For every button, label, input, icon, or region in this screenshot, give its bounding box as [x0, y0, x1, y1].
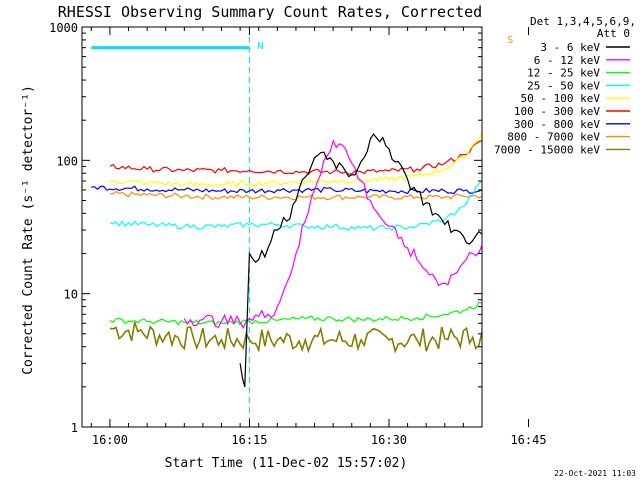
series-line-300_800keV-seg0 [91, 185, 482, 195]
legend-label-8: 7000 - 15000 keV [494, 143, 600, 156]
x-tick-label-1: 16:15 [231, 433, 267, 447]
x-tick-label-2: 16:30 [371, 433, 407, 447]
plot-area: NS [91, 27, 513, 427]
marker-label-s: S [507, 35, 513, 46]
legend-label-0: 3 - 6 keV [540, 41, 600, 54]
chart-title: RHESSI Observing Summary Count Rates, Co… [58, 3, 482, 21]
series-line-800_7000keV-seg0 [109, 190, 482, 201]
plot-clipped-group [91, 27, 482, 427]
series-line-6_12keV-seg0 [183, 139, 482, 330]
legend-label-2: 12 - 25 keV [527, 67, 600, 80]
series-line-100_300keV-seg0 [109, 139, 482, 175]
legend-label-4: 50 - 100 keV [521, 92, 601, 105]
x-tick-label-3: 16:45 [510, 433, 546, 447]
legend-header-line-2: Att 0 [597, 27, 630, 40]
y-tick-label-3: 1000 [49, 21, 78, 35]
y-tick-label-0: 1 [71, 421, 78, 435]
legend-header-line-1: Det 1,3,4,5,6,9, [530, 15, 636, 28]
x-axis-label: Start Time (11-Dec-02 15:57:02) [165, 456, 408, 471]
series-line-12_25keV-seg0 [109, 301, 482, 327]
legend-label-6: 300 - 800 keV [514, 118, 600, 131]
series-line-7000_15000keV-seg0 [109, 321, 482, 354]
legend-label-3: 25 - 50 keV [527, 79, 600, 92]
y-tick-label-1: 10 [64, 288, 78, 302]
plot-frame [81, 26, 483, 428]
series-line-25_50keV-seg0 [109, 178, 482, 232]
series-line-3_6keV-seg0 [239, 133, 482, 388]
legend-label-5: 100 - 300 keV [514, 105, 600, 118]
x-tick-label-0: 16:00 [92, 433, 128, 447]
legend-label-1: 6 - 12 keV [534, 54, 601, 67]
y-tick-label-2: 100 [56, 154, 78, 168]
marker-label-n: N [257, 41, 263, 52]
y-axis-label: Corrected Count Rate (s⁻¹ detector⁻¹) [21, 85, 36, 375]
axes: 16:0016:1516:3016:4517:0017:1517:3011010… [49, 21, 546, 447]
legend-label-7: 800 - 7000 keV [507, 131, 600, 144]
footer-timestamp: 22-Oct-2021 11:03 [554, 469, 636, 478]
